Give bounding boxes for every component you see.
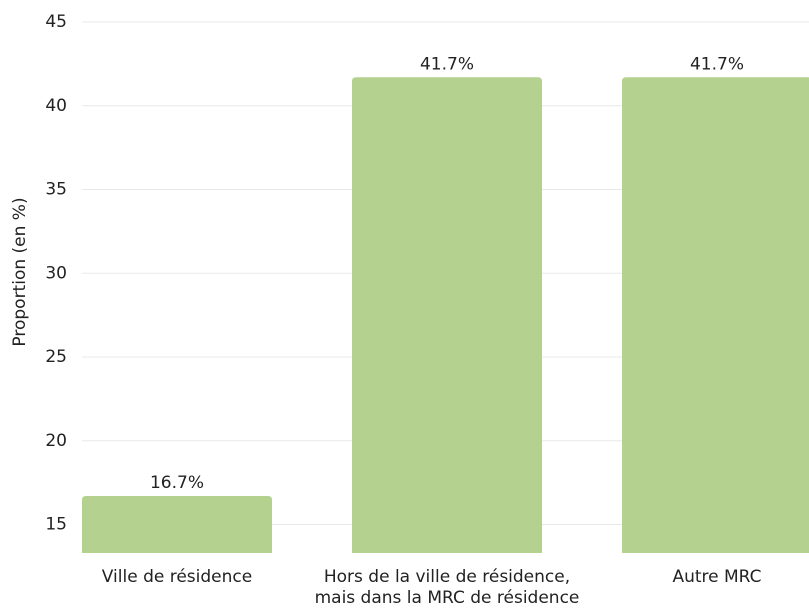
- y-tick-label: 30: [45, 263, 67, 283]
- y-axis-label: Proportion (en %): [10, 197, 30, 346]
- x-tick-label: Ville de résidence: [101, 567, 253, 587]
- y-tick-label: 40: [45, 96, 67, 116]
- bar: [352, 77, 542, 554]
- y-tick-label: 20: [45, 431, 67, 451]
- value-label: 16.7%: [150, 473, 204, 493]
- y-tick-label: 15: [45, 515, 67, 535]
- value-label: 41.7%: [420, 54, 474, 74]
- y-tick-label: 35: [45, 180, 67, 200]
- y-tick-label: 45: [45, 12, 67, 32]
- bar: [82, 496, 272, 553]
- x-tick-label: Hors de la ville de résidence, mais dans…: [314, 567, 580, 608]
- y-tick-label: 25: [45, 347, 67, 367]
- x-tick-label: Autre MRC: [672, 567, 762, 587]
- value-label: 41.7%: [690, 54, 744, 74]
- bar: [622, 77, 809, 553]
